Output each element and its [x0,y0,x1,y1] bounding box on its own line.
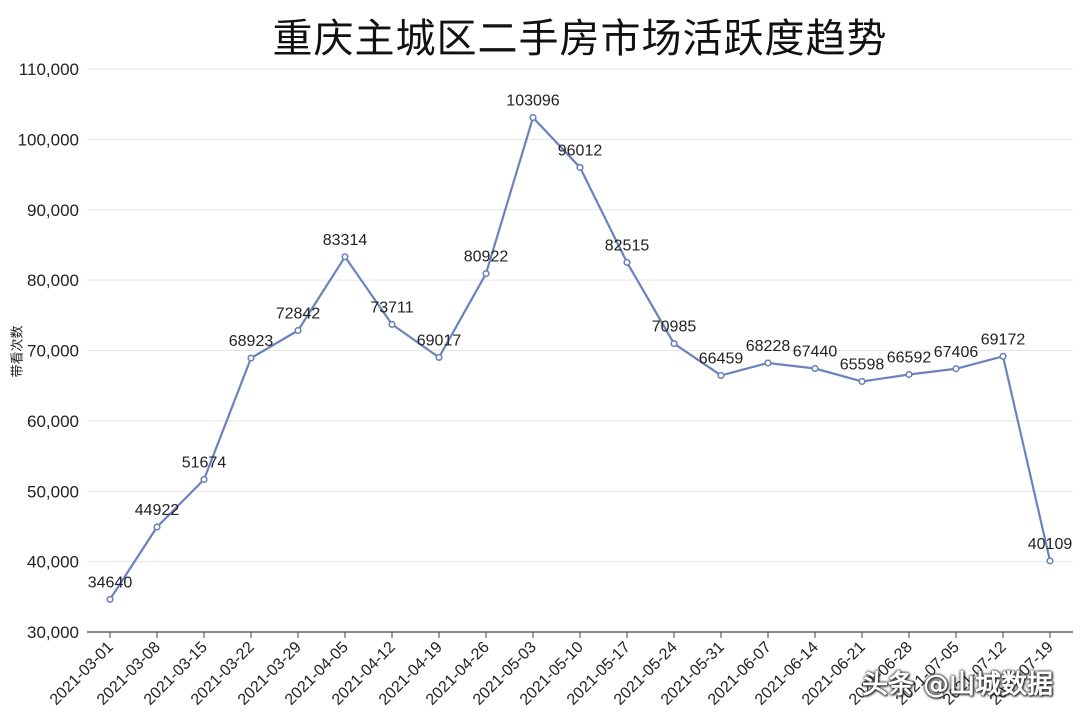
watermark: 头条 @山城数据 [862,670,1054,700]
data-point [529,113,537,122]
y-tick-label: 100,000 [18,130,79,149]
y-tick-label: 50,000 [27,482,79,501]
data-point [905,370,913,379]
data-point [670,339,678,348]
y-tick-label: 30,000 [27,623,79,642]
y-tick-label: 60,000 [27,412,79,431]
data-label: 44922 [135,502,180,519]
y-tick-label: 110,000 [19,60,79,79]
data-point [858,377,866,386]
data-point [952,365,960,373]
data-label: 69172 [981,331,1026,348]
data-point [200,475,208,484]
data-label: 69017 [417,332,462,349]
chart-title: 重庆主城区二手房市场活跃度趋势 [272,16,888,62]
data-label: 82515 [605,237,650,254]
data-point [482,270,490,278]
data-label: 96012 [558,142,603,159]
data-label: 65598 [840,356,885,373]
data-point [294,326,302,335]
data-point [999,352,1007,360]
y-tick-label: 90,000 [27,201,79,220]
data-label: 72842 [276,305,321,322]
data-label: 68923 [229,333,274,350]
y-tick-label: 40,000 [27,553,79,572]
y-tick-label: 70,000 [27,342,79,361]
data-label: 68228 [746,338,791,355]
data-point [106,595,114,603]
data-label: 70985 [652,319,697,336]
data-label: 83314 [323,232,368,249]
data-point [717,371,725,380]
data-label: 66592 [887,349,932,366]
data-point [341,253,349,261]
data-point [764,359,772,367]
y-tick-label: 80,000 [27,271,79,290]
data-point [247,354,255,362]
data-label: 66459 [699,350,744,367]
data-label: 73711 [370,299,413,316]
data-label: 34640 [88,574,133,591]
data-point [153,523,161,531]
data-point [576,163,584,172]
data-label: 67440 [793,344,838,361]
data-point [1046,557,1054,565]
data-point [623,258,631,267]
data-label: 51674 [182,454,227,471]
data-label: 103096 [506,93,559,110]
data-point [435,353,443,362]
data-point [811,364,819,373]
data-point [388,320,396,328]
data-label: 80922 [464,249,509,266]
data-label: 40109 [1028,536,1073,553]
data-label: 67406 [934,344,979,361]
